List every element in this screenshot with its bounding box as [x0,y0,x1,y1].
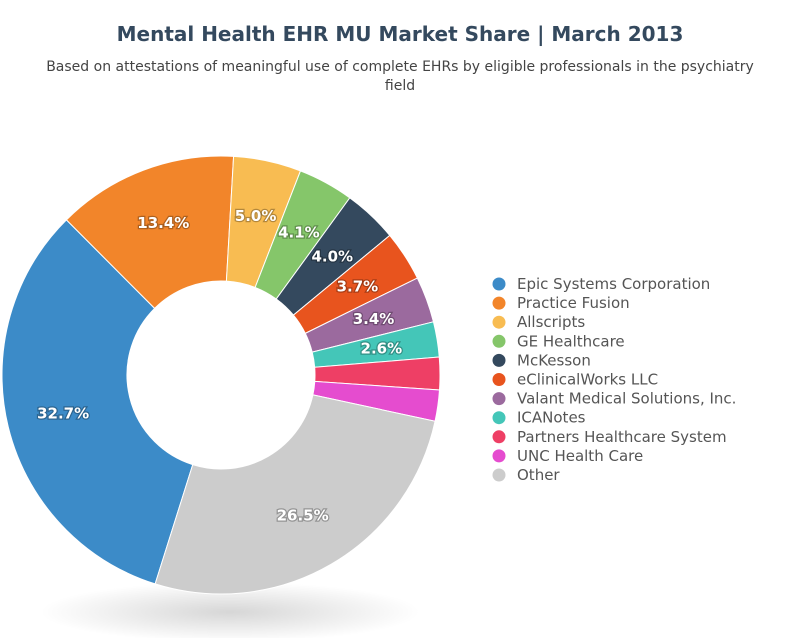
chart-title: Mental Health EHR MU Market Share | Marc… [116,22,684,46]
slice-label-epic-systems-corporation: 32.7% [37,404,89,422]
legend-label: ICANotes [517,409,586,427]
legend-item-ge-healthcare[interactable]: GE Healthcare [492,332,625,350]
legend-marker [492,449,506,463]
legend-label: Epic Systems Corporation [517,275,710,293]
legend-label: Allscripts [517,313,585,331]
legend-marker [492,468,506,482]
chart-shadow [40,582,420,638]
legend-marker [492,392,506,406]
legend-item-partners-healthcare-system[interactable]: Partners Healthcare System [492,428,727,446]
legend-label: Practice Fusion [517,294,630,312]
legend-item-unc-health-care[interactable]: UNC Health Care [492,447,644,465]
slice-label-group: 32.7% 13.4% 5.0%4.1% 4.0% 3.7% 3.4% 2.6% 26.5% [36,206,404,526]
legend-item-valant-medical-solutions-inc[interactable]: Valant Medical Solutions, Inc. [492,390,737,408]
slice-label-other: 26.5% [277,507,329,525]
legend-marker [492,334,506,348]
slice-label-eclinicalworks-llc: 3.7% [337,278,379,296]
legend-marker [492,277,506,291]
legend-item-practice-fusion[interactable]: Practice Fusion [492,294,630,312]
slice-label-icanotes: 2.6% [361,340,403,358]
legend-item-eclinicalworks-llc[interactable]: eClinicalWorks LLC [492,371,659,389]
legend-label: Partners Healthcare System [517,428,727,446]
legend-item-other[interactable]: Other [492,466,561,484]
slice-label-valant-medical-solutions-inc: 3.4% [353,310,395,328]
legend-marker [492,373,506,386]
legend-label: Other [517,466,560,484]
legend-label: UNC Health Care [517,447,643,465]
slice-practice-fusion[interactable] [65,155,235,310]
slice-label-mckesson: 4.0% [311,248,353,266]
legend-marker [492,296,506,310]
legend-marker [492,430,506,444]
slice-label-allscripts: 5.0% [235,207,277,225]
legend-marker [492,353,506,367]
legend-label: McKesson [517,351,591,369]
legend-item-epic-systems-corporation[interactable]: Epic Systems Corporation [492,275,711,293]
slice-label-ge-healthcare: 4.1% [278,223,320,241]
legend-marker [492,315,506,329]
legend-item-icanotes[interactable]: ICANotes [492,409,586,427]
legend-label: eClinicalWorks LLC [517,371,658,389]
legend-item-allscripts[interactable]: Allscripts [492,313,586,331]
legend-label: GE Healthcare [517,332,625,350]
slice-other[interactable] [154,394,436,595]
slice-group [1,155,441,595]
legend-item-mckesson[interactable]: McKesson [492,351,591,369]
legend-label: Valant Medical Solutions, Inc. [517,390,736,408]
slice-label-practice-fusion: 13.4% [137,214,189,232]
legend-marker [492,411,506,425]
slice-epic-systems-corporation[interactable] [1,219,194,585]
chart-subtitle: Based on attestations of meaningful use … [46,59,754,94]
